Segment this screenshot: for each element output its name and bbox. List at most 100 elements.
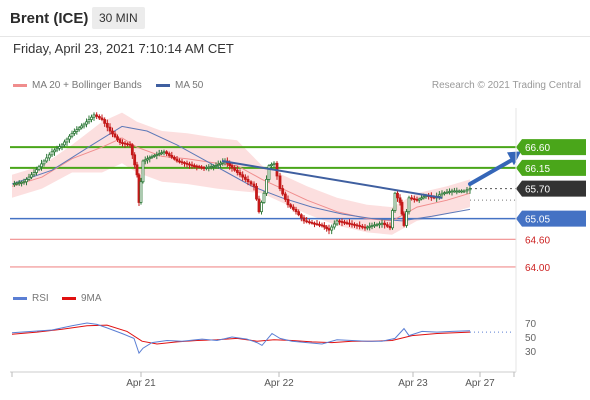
candle-body (313, 222, 316, 225)
candle-body (85, 121, 88, 125)
candle-body (400, 202, 404, 215)
candle-body (123, 142, 127, 145)
candle-body (116, 136, 119, 141)
candle-body (325, 226, 329, 229)
rsi-ma9-line (11, 324, 471, 345)
legend-ma50: MA 50 (156, 80, 203, 91)
candle-body (103, 119, 107, 124)
ma20-label: MA 20 + Bollinger Bands (32, 80, 142, 91)
candle-body (318, 223, 321, 226)
candle-body (105, 122, 109, 128)
candle-body (360, 225, 364, 228)
candle-body (241, 174, 245, 178)
candle-body (143, 159, 147, 162)
level-label-64.00: 64.00 (525, 263, 550, 274)
candle-body (121, 142, 124, 144)
candle-body (307, 221, 311, 224)
candle-body (350, 223, 354, 226)
candle-body (178, 160, 181, 163)
candle-body (221, 161, 225, 164)
level-label-64.60: 64.60 (525, 235, 550, 246)
candle-body (204, 167, 208, 169)
candle-body (47, 154, 51, 159)
candle-body (443, 192, 446, 195)
candle-body (20, 181, 24, 184)
level-tag-66.15 (516, 159, 586, 176)
candle-body (355, 224, 359, 227)
candle-body (340, 221, 344, 223)
candle-body (200, 166, 204, 169)
candle-body (162, 151, 166, 154)
candle-body (460, 190, 464, 193)
candle-body (417, 198, 421, 201)
candle-body (68, 135, 71, 140)
candle-body (17, 182, 21, 185)
candle-body (15, 182, 19, 185)
candle-body (58, 146, 61, 149)
rsi-tick-70: 70 (525, 319, 537, 330)
candle-body (302, 217, 306, 222)
candle-body (415, 198, 419, 201)
ma50-swatch (156, 84, 170, 87)
candle-body (249, 181, 253, 185)
interval-button[interactable]: 30 MIN (92, 7, 145, 29)
candle-body (197, 166, 201, 168)
candle-body (148, 157, 152, 160)
candle-body (216, 164, 220, 166)
candle-body (330, 226, 334, 231)
candle-body (262, 192, 266, 203)
ma50-label: MA 50 (175, 80, 204, 91)
level-tag-66.60 (516, 139, 586, 156)
candle-body (35, 169, 38, 173)
x-tick-label: Apr 21 (126, 378, 156, 389)
candle-body (332, 223, 336, 228)
candle-body (385, 224, 389, 227)
ma50-line (11, 125, 471, 222)
candle-body (228, 162, 232, 166)
candle-body (468, 188, 472, 191)
candle-body (22, 181, 26, 184)
legend-rsi: RSI (13, 293, 49, 304)
candle-body (353, 223, 356, 226)
candle-body (283, 193, 287, 200)
candle-body (130, 144, 134, 156)
candle-body (172, 156, 176, 160)
candle-body (305, 220, 309, 223)
candle-body (50, 151, 54, 156)
candle-body (73, 131, 76, 134)
candle-body (322, 225, 326, 228)
rsi-tick-50: 50 (525, 333, 537, 344)
candle-body (252, 183, 256, 187)
candle-body (365, 226, 369, 229)
candle-body (77, 127, 81, 131)
candle-body (286, 198, 290, 206)
candle-body (113, 133, 117, 138)
trendline (221, 160, 443, 199)
candle-body (126, 143, 129, 146)
candle-body (27, 176, 31, 180)
candle-body (90, 116, 93, 120)
candle-body (455, 190, 459, 193)
level-tag-65.05 (516, 210, 586, 227)
candle-body (75, 129, 79, 132)
candle-body (150, 155, 154, 158)
candle-body (297, 211, 301, 216)
candle-body (398, 197, 402, 203)
candle-body (412, 198, 416, 201)
candle-body (448, 191, 451, 193)
candle-body (60, 144, 64, 147)
candle-body (420, 197, 423, 200)
candle-body (380, 222, 384, 225)
candle-body (320, 224, 324, 227)
candle-body (396, 192, 399, 199)
legend-ma20: MA 20 + Bollinger Bands (13, 80, 142, 91)
candle-body (202, 167, 206, 169)
candle-body (183, 162, 186, 164)
candle-body (212, 165, 216, 168)
candle-body (233, 167, 237, 171)
candle-body (25, 179, 28, 183)
candle-body (65, 138, 69, 143)
candle-body (157, 153, 161, 156)
candle-body (388, 225, 392, 229)
